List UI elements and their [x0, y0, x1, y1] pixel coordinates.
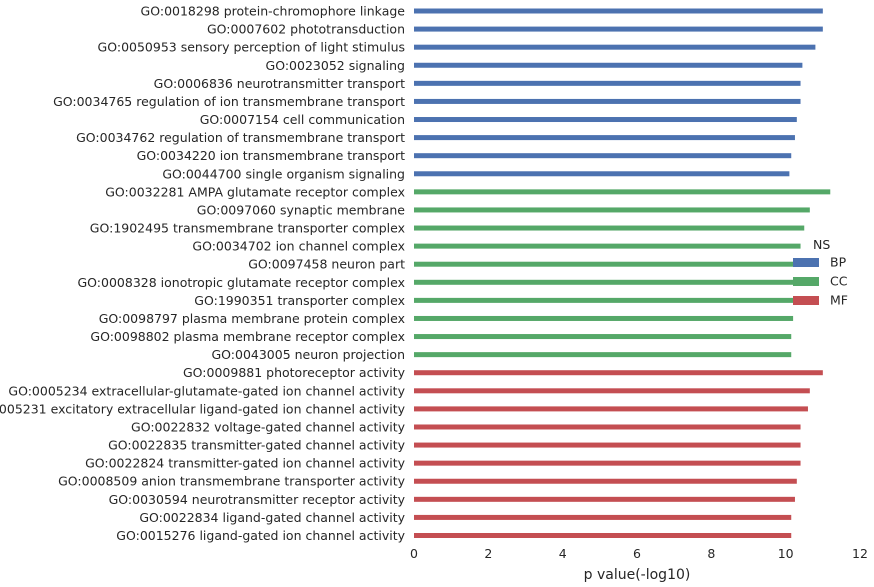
category-label: GO:0034702 ion channel complex [192, 239, 405, 254]
category-label: GO:0044700 single organism signaling [162, 166, 405, 181]
category-label: GO:0097060 synaptic membrane [197, 202, 406, 217]
bar-cc-12 [414, 225, 805, 231]
legend-label-bp: BP [830, 255, 847, 270]
category-label: GO:0030594 neurotransmitter receptor act… [109, 492, 406, 507]
category-label: GO:0015276 ligand-gated ion channel acti… [116, 528, 405, 543]
bar-mf-25 [414, 460, 801, 466]
category-label: GO:0009881 photoreceptor activity [183, 365, 406, 380]
legend: NS BP CC MF [793, 237, 848, 308]
bar-mf-21 [414, 388, 810, 394]
bar-bp-1 [414, 26, 823, 32]
bar-mf-23 [414, 424, 801, 430]
bar-mf-20 [414, 370, 823, 376]
category-label: GO:1990351 transporter complex [194, 293, 405, 308]
x-axis-ticks: 0 2 4 6 8 10 12 [410, 546, 868, 561]
x-tick-label: 0 [410, 546, 418, 561]
legend-label-mf: MF [830, 293, 848, 308]
bar-bp-4 [414, 80, 801, 86]
category-label: GO:0018298 protein-chromophore linkage [141, 4, 406, 19]
x-tick-label: 8 [707, 546, 715, 561]
bar-cc-11 [414, 207, 810, 213]
bar-bp-0 [414, 8, 823, 14]
bar-mf-29 [414, 533, 792, 538]
category-label: GO:0008328 ionotropic glutamate receptor… [78, 275, 406, 290]
category-label: GO:0023052 signaling [266, 58, 405, 73]
category-label: GO:0098802 plasma membrane receptor comp… [90, 329, 405, 344]
category-label: GO:0032281 AMPA glutamate receptor compl… [105, 184, 405, 199]
bar-cc-15 [414, 279, 795, 285]
bar-bp-9 [414, 171, 790, 177]
x-tick-label: 6 [633, 546, 641, 561]
bars-group [414, 8, 831, 538]
legend-label-cc: CC [830, 274, 848, 289]
category-label: GO:0034762 regulation of transmembrane t… [76, 130, 405, 145]
bar-cc-17 [414, 315, 794, 321]
category-label: GO:0034765 regulation of ion transmembra… [53, 94, 405, 109]
bar-mf-27 [414, 496, 795, 502]
category-label: GO:0007602 phototransduction [207, 22, 405, 37]
x-tick-label: 4 [559, 546, 567, 561]
category-label: GO:0043005 neuron projection [211, 347, 405, 362]
category-label: GO:0022834 ligand-gated channel activity [139, 510, 405, 525]
bar-bp-7 [414, 135, 795, 141]
bar-mf-28 [414, 514, 792, 520]
bar-bp-6 [414, 117, 797, 123]
bar-cc-16 [414, 297, 794, 303]
bar-cc-18 [414, 334, 792, 340]
category-label: GO:0005231 excitatory extracellular liga… [0, 401, 406, 416]
x-axis-title: p value(-log10) [584, 567, 691, 583]
category-label: GO:0006836 neurotransmitter transport [154, 76, 405, 91]
bar-bp-5 [414, 98, 801, 104]
bar-mf-22 [414, 406, 808, 412]
category-label: GO:0022824 transmitter-gated ion channel… [85, 456, 406, 471]
x-tick-label: 12 [852, 546, 868, 561]
x-tick-label: 2 [484, 546, 492, 561]
bar-cc-14 [414, 261, 797, 267]
bar-bp-2 [414, 44, 816, 50]
legend-swatch-mf [793, 296, 819, 305]
bar-cc-13 [414, 243, 801, 249]
legend-title: NS [813, 237, 830, 252]
category-label: GO:1902495 transmembrane transporter com… [90, 221, 405, 236]
category-labels: GO:0018298 protein-chromophore linkage GO… [0, 4, 406, 544]
category-label: GO:0022832 voltage-gated channel activit… [131, 419, 406, 434]
bar-cc-10 [414, 189, 831, 195]
bar-bp-3 [414, 62, 803, 68]
category-label: GO:0098797 plasma membrane protein compl… [99, 311, 405, 326]
legend-swatch-bp [793, 258, 819, 267]
category-label: GO:0034220 ion transmembrane transport [137, 148, 406, 163]
category-label: GO:0022835 transmitter-gated channel act… [108, 438, 405, 453]
category-label: GO:0097458 neuron part [248, 257, 405, 272]
bar-mf-26 [414, 478, 797, 484]
category-label: GO:0008509 anion transmembrane transport… [58, 474, 405, 489]
category-label: GO:0005234 extracellular-glutamate-gated… [8, 383, 405, 398]
bar-cc-19 [414, 352, 792, 358]
x-tick-label: 10 [778, 546, 794, 561]
category-label: GO:0050953 sensory perception of light s… [98, 40, 405, 55]
category-label: GO:0007154 cell communication [200, 112, 405, 127]
legend-swatch-cc [793, 277, 819, 286]
bar-mf-24 [414, 442, 801, 448]
bar-bp-8 [414, 153, 792, 159]
